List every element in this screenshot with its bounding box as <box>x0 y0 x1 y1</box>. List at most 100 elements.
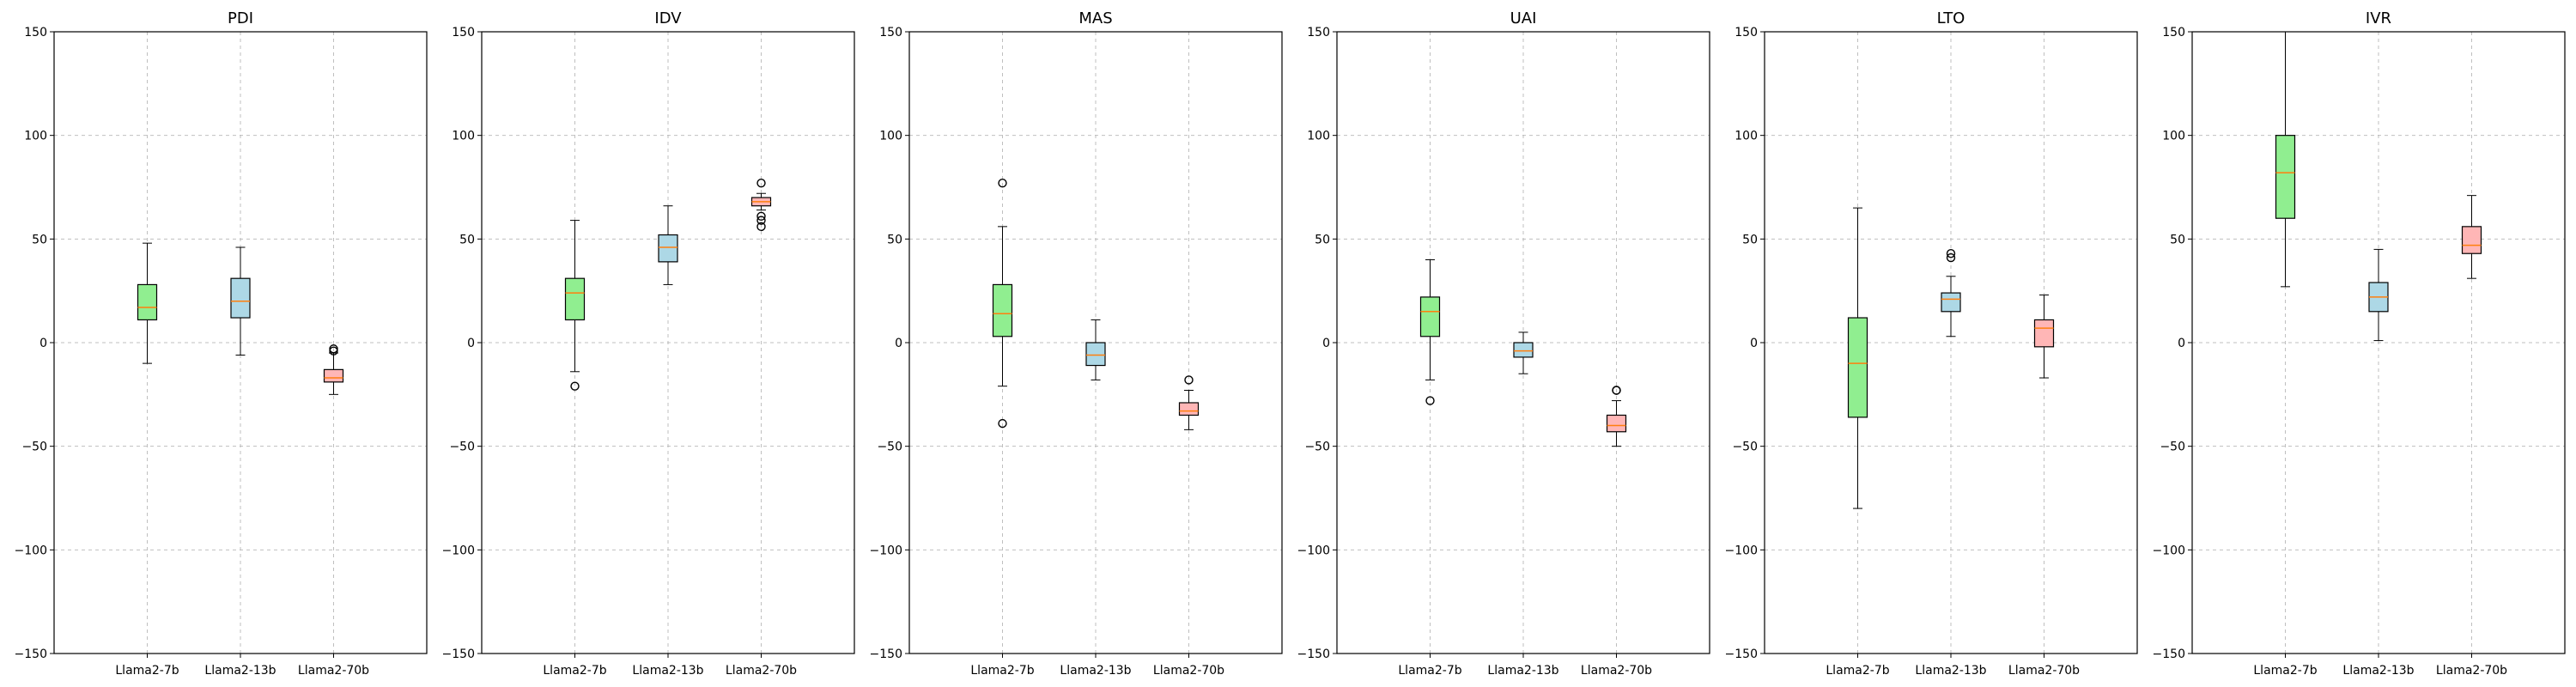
x-tick-label: Llama2-7b <box>2253 664 2317 678</box>
y-tick-label: −50 <box>2160 441 2185 454</box>
subplot-title: IVR <box>2366 9 2391 27</box>
x-tick-label: Llama2-70b <box>1153 664 1224 678</box>
iqr-box <box>137 283 158 321</box>
iqr-box <box>2461 226 2482 254</box>
outlier-point <box>570 381 580 391</box>
iqr-box <box>323 368 344 383</box>
iqr-box <box>564 277 586 321</box>
outlier-point <box>756 216 766 225</box>
x-tick-label: Llama2-7b <box>1826 664 1889 678</box>
x-tick-label: Llama2-13b <box>1487 664 1558 678</box>
outlier-point <box>998 418 1007 429</box>
y-tick-label: 50 <box>1742 233 1758 246</box>
y-tick-label: −50 <box>449 441 475 454</box>
subplot-lto: −150 −100 −50 0 50 100 150 Llama2-7b Llama2-13b L… <box>1725 9 2138 678</box>
outlier-point <box>329 344 338 354</box>
y-tick-label: −100 <box>1725 544 1758 557</box>
subplot-title: MAS <box>1078 9 1112 27</box>
iqr-box <box>1178 402 1200 416</box>
y-tick-label: 0 <box>1750 337 1758 350</box>
iqr-box <box>2275 135 2296 219</box>
y-tick-label: −150 <box>1297 647 1330 661</box>
outlier-point <box>1425 396 1435 405</box>
y-tick-label: 50 <box>2170 233 2185 246</box>
x-tick-label: Llama2-70b <box>298 664 369 678</box>
y-tick-label: 50 <box>887 233 902 246</box>
x-tick-label: Llama2-7b <box>115 664 179 678</box>
x-tick-label: Llama2-7b <box>970 664 1034 678</box>
y-tick-label: 50 <box>1315 233 1330 246</box>
y-tick-label: −150 <box>1725 647 1758 661</box>
subplot-idv: −150 −100 −50 0 50 100 150 Llama2-7b Llama2-13b L… <box>442 9 855 678</box>
y-tick-label: 100 <box>452 130 475 143</box>
outlier-point <box>756 178 766 188</box>
iqr-box <box>1941 292 1961 313</box>
iqr-box <box>230 277 251 319</box>
outlier-point <box>1184 375 1194 385</box>
x-tick-label: Llama2-13b <box>204 664 276 678</box>
iqr-box <box>658 234 678 263</box>
y-tick-label: −100 <box>15 544 47 557</box>
y-tick-label: 150 <box>24 26 47 40</box>
y-tick-label: −150 <box>15 647 47 661</box>
y-tick-label: 100 <box>24 130 47 143</box>
x-tick-label: Llama2-13b <box>1915 664 1986 678</box>
x-tick-label: Llama2-13b <box>632 664 703 678</box>
y-tick-label: 50 <box>459 233 475 246</box>
y-tick-label: 100 <box>1735 130 1758 143</box>
y-tick-label: 150 <box>1735 26 1758 40</box>
outlier-point <box>756 211 766 221</box>
iqr-box <box>1606 414 1627 433</box>
y-tick-label: −150 <box>870 647 902 661</box>
subplot-mas: −150 −100 −50 0 50 100 150 Llama2-7b Llama2-13b L… <box>870 9 1283 678</box>
x-tick-label: Llama2-7b <box>1398 664 1461 678</box>
y-tick-label: −150 <box>2153 647 2185 661</box>
x-tick-label: Llama2-70b <box>726 664 797 678</box>
x-tick-label: Llama2-7b <box>543 664 606 678</box>
outlier-point <box>1946 249 1956 258</box>
y-tick-label: −100 <box>2153 544 2185 557</box>
y-tick-label: 0 <box>2178 337 2185 350</box>
subplot-ivr: −150 −100 −50 0 50 100 150 Llama2-7b Llama2-13b L… <box>2153 9 2566 678</box>
y-tick-label: −100 <box>870 544 902 557</box>
iqr-box <box>1847 317 1868 418</box>
x-tick-label: Llama2-70b <box>2008 664 2080 678</box>
x-tick-label: Llama2-70b <box>2436 664 2507 678</box>
y-tick-label: 0 <box>1322 337 1330 350</box>
y-tick-label: 0 <box>39 337 47 350</box>
subplot-title: LTO <box>1937 9 1965 27</box>
y-tick-label: −50 <box>1732 441 1758 454</box>
outlier-point <box>1612 386 1621 395</box>
iqr-box <box>1513 342 1534 358</box>
outlier-point <box>756 222 766 232</box>
subplot-title: UAI <box>1510 9 1537 27</box>
y-tick-label: 0 <box>895 337 902 350</box>
y-tick-label: 0 <box>467 337 475 350</box>
y-tick-label: −100 <box>1297 544 1330 557</box>
y-tick-label: 100 <box>1307 130 1330 143</box>
y-tick-label: 150 <box>879 26 902 40</box>
y-tick-label: −50 <box>877 441 902 454</box>
outlier-point <box>1946 252 1956 263</box>
iqr-box <box>992 283 1013 337</box>
y-tick-label: 50 <box>32 233 47 246</box>
y-tick-label: −50 <box>21 441 47 454</box>
iqr-box <box>2033 319 2055 348</box>
y-tick-label: 100 <box>2162 130 2185 143</box>
y-tick-label: −100 <box>442 544 475 557</box>
x-tick-label: Llama2-70b <box>1581 664 1652 678</box>
y-tick-label: 150 <box>452 26 475 40</box>
outlier-point <box>998 178 1007 188</box>
subplot-uai: −150 −100 −50 0 50 100 150 Llama2-7b Llama2-13b L… <box>1297 9 1710 678</box>
iqr-box <box>1085 342 1106 367</box>
y-tick-label: 150 <box>2162 26 2185 40</box>
x-tick-label: Llama2-13b <box>1060 664 1131 678</box>
x-tick-label: Llama2-13b <box>2342 664 2414 678</box>
iqr-box <box>1419 296 1441 337</box>
y-tick-label: −150 <box>442 647 475 661</box>
y-tick-label: 100 <box>879 130 902 143</box>
y-tick-label: −50 <box>1304 441 1330 454</box>
y-tick-label: 150 <box>1307 26 1330 40</box>
subplot-title: IDV <box>654 9 682 27</box>
